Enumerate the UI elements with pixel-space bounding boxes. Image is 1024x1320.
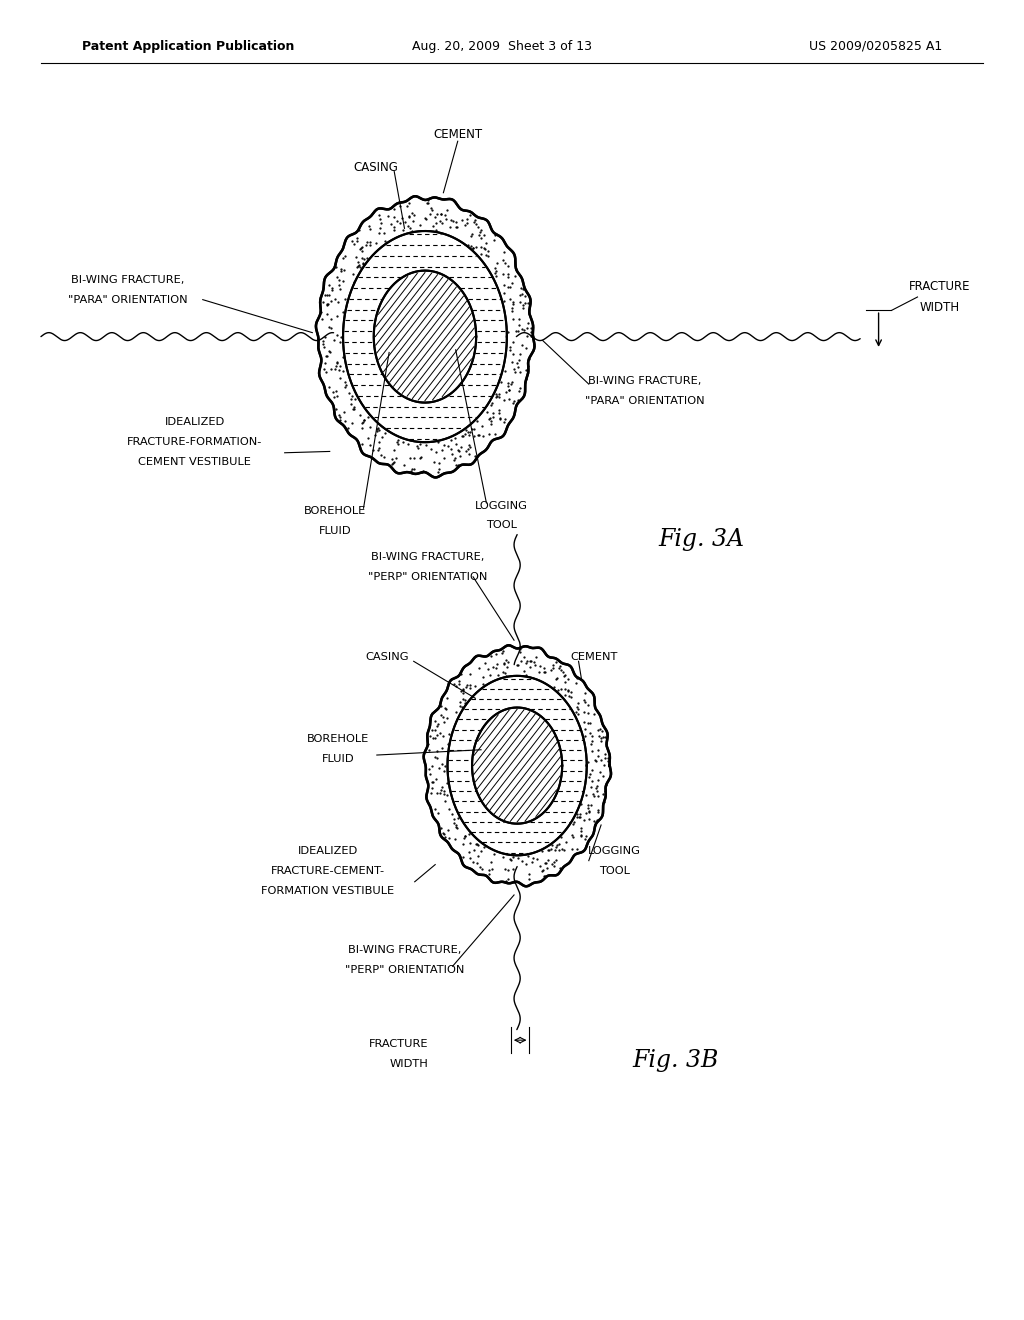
- Text: CEMENT: CEMENT: [433, 128, 482, 141]
- Polygon shape: [472, 708, 562, 824]
- Text: CEMENT VESTIBULE: CEMENT VESTIBULE: [138, 457, 251, 467]
- Text: Fig. 3B: Fig. 3B: [633, 1049, 719, 1072]
- Text: TOOL: TOOL: [599, 866, 630, 876]
- Text: "PERP" ORIENTATION: "PERP" ORIENTATION: [345, 965, 464, 975]
- Text: CASING: CASING: [353, 161, 398, 174]
- Text: Patent Application Publication: Patent Application Publication: [82, 40, 294, 53]
- Text: BI-WING FRACTURE,: BI-WING FRACTURE,: [348, 945, 461, 956]
- Text: Fig. 3A: Fig. 3A: [658, 528, 744, 550]
- Text: TOOL: TOOL: [486, 520, 517, 531]
- Text: FORMATION VESTIBULE: FORMATION VESTIBULE: [261, 886, 394, 896]
- Text: Aug. 20, 2009  Sheet 3 of 13: Aug. 20, 2009 Sheet 3 of 13: [412, 40, 592, 53]
- Text: BI-WING FRACTURE,: BI-WING FRACTURE,: [372, 552, 484, 562]
- Text: FRACTURE: FRACTURE: [909, 280, 971, 293]
- Text: CASING: CASING: [366, 652, 409, 663]
- Polygon shape: [374, 271, 476, 403]
- Text: FLUID: FLUID: [318, 525, 351, 536]
- Text: WIDTH: WIDTH: [920, 301, 961, 314]
- Text: WIDTH: WIDTH: [389, 1059, 428, 1069]
- Text: "PARA" ORIENTATION: "PARA" ORIENTATION: [586, 396, 705, 407]
- Text: US 2009/0205825 A1: US 2009/0205825 A1: [809, 40, 942, 53]
- Text: FRACTURE-CEMENT-: FRACTURE-CEMENT-: [270, 866, 385, 876]
- Text: BI-WING FRACTURE,: BI-WING FRACTURE,: [72, 275, 184, 285]
- Text: FRACTURE-FORMATION-: FRACTURE-FORMATION-: [127, 437, 262, 447]
- Polygon shape: [447, 676, 587, 855]
- Text: "PARA" ORIENTATION: "PARA" ORIENTATION: [69, 294, 187, 305]
- Text: IDEALIZED: IDEALIZED: [298, 846, 357, 857]
- Text: IDEALIZED: IDEALIZED: [165, 417, 224, 428]
- Text: FLUID: FLUID: [322, 754, 354, 764]
- Polygon shape: [316, 197, 535, 478]
- Text: LOGGING: LOGGING: [475, 500, 528, 511]
- Text: BOREHOLE: BOREHOLE: [307, 734, 369, 744]
- Polygon shape: [343, 231, 507, 442]
- Text: "PERP" ORIENTATION: "PERP" ORIENTATION: [369, 572, 487, 582]
- Text: FRACTURE: FRACTURE: [369, 1039, 428, 1049]
- Text: BOREHOLE: BOREHOLE: [304, 506, 366, 516]
- Text: BI-WING FRACTURE,: BI-WING FRACTURE,: [589, 376, 701, 387]
- Polygon shape: [424, 645, 611, 886]
- Text: CEMENT: CEMENT: [570, 652, 617, 663]
- Text: LOGGING: LOGGING: [588, 846, 641, 857]
